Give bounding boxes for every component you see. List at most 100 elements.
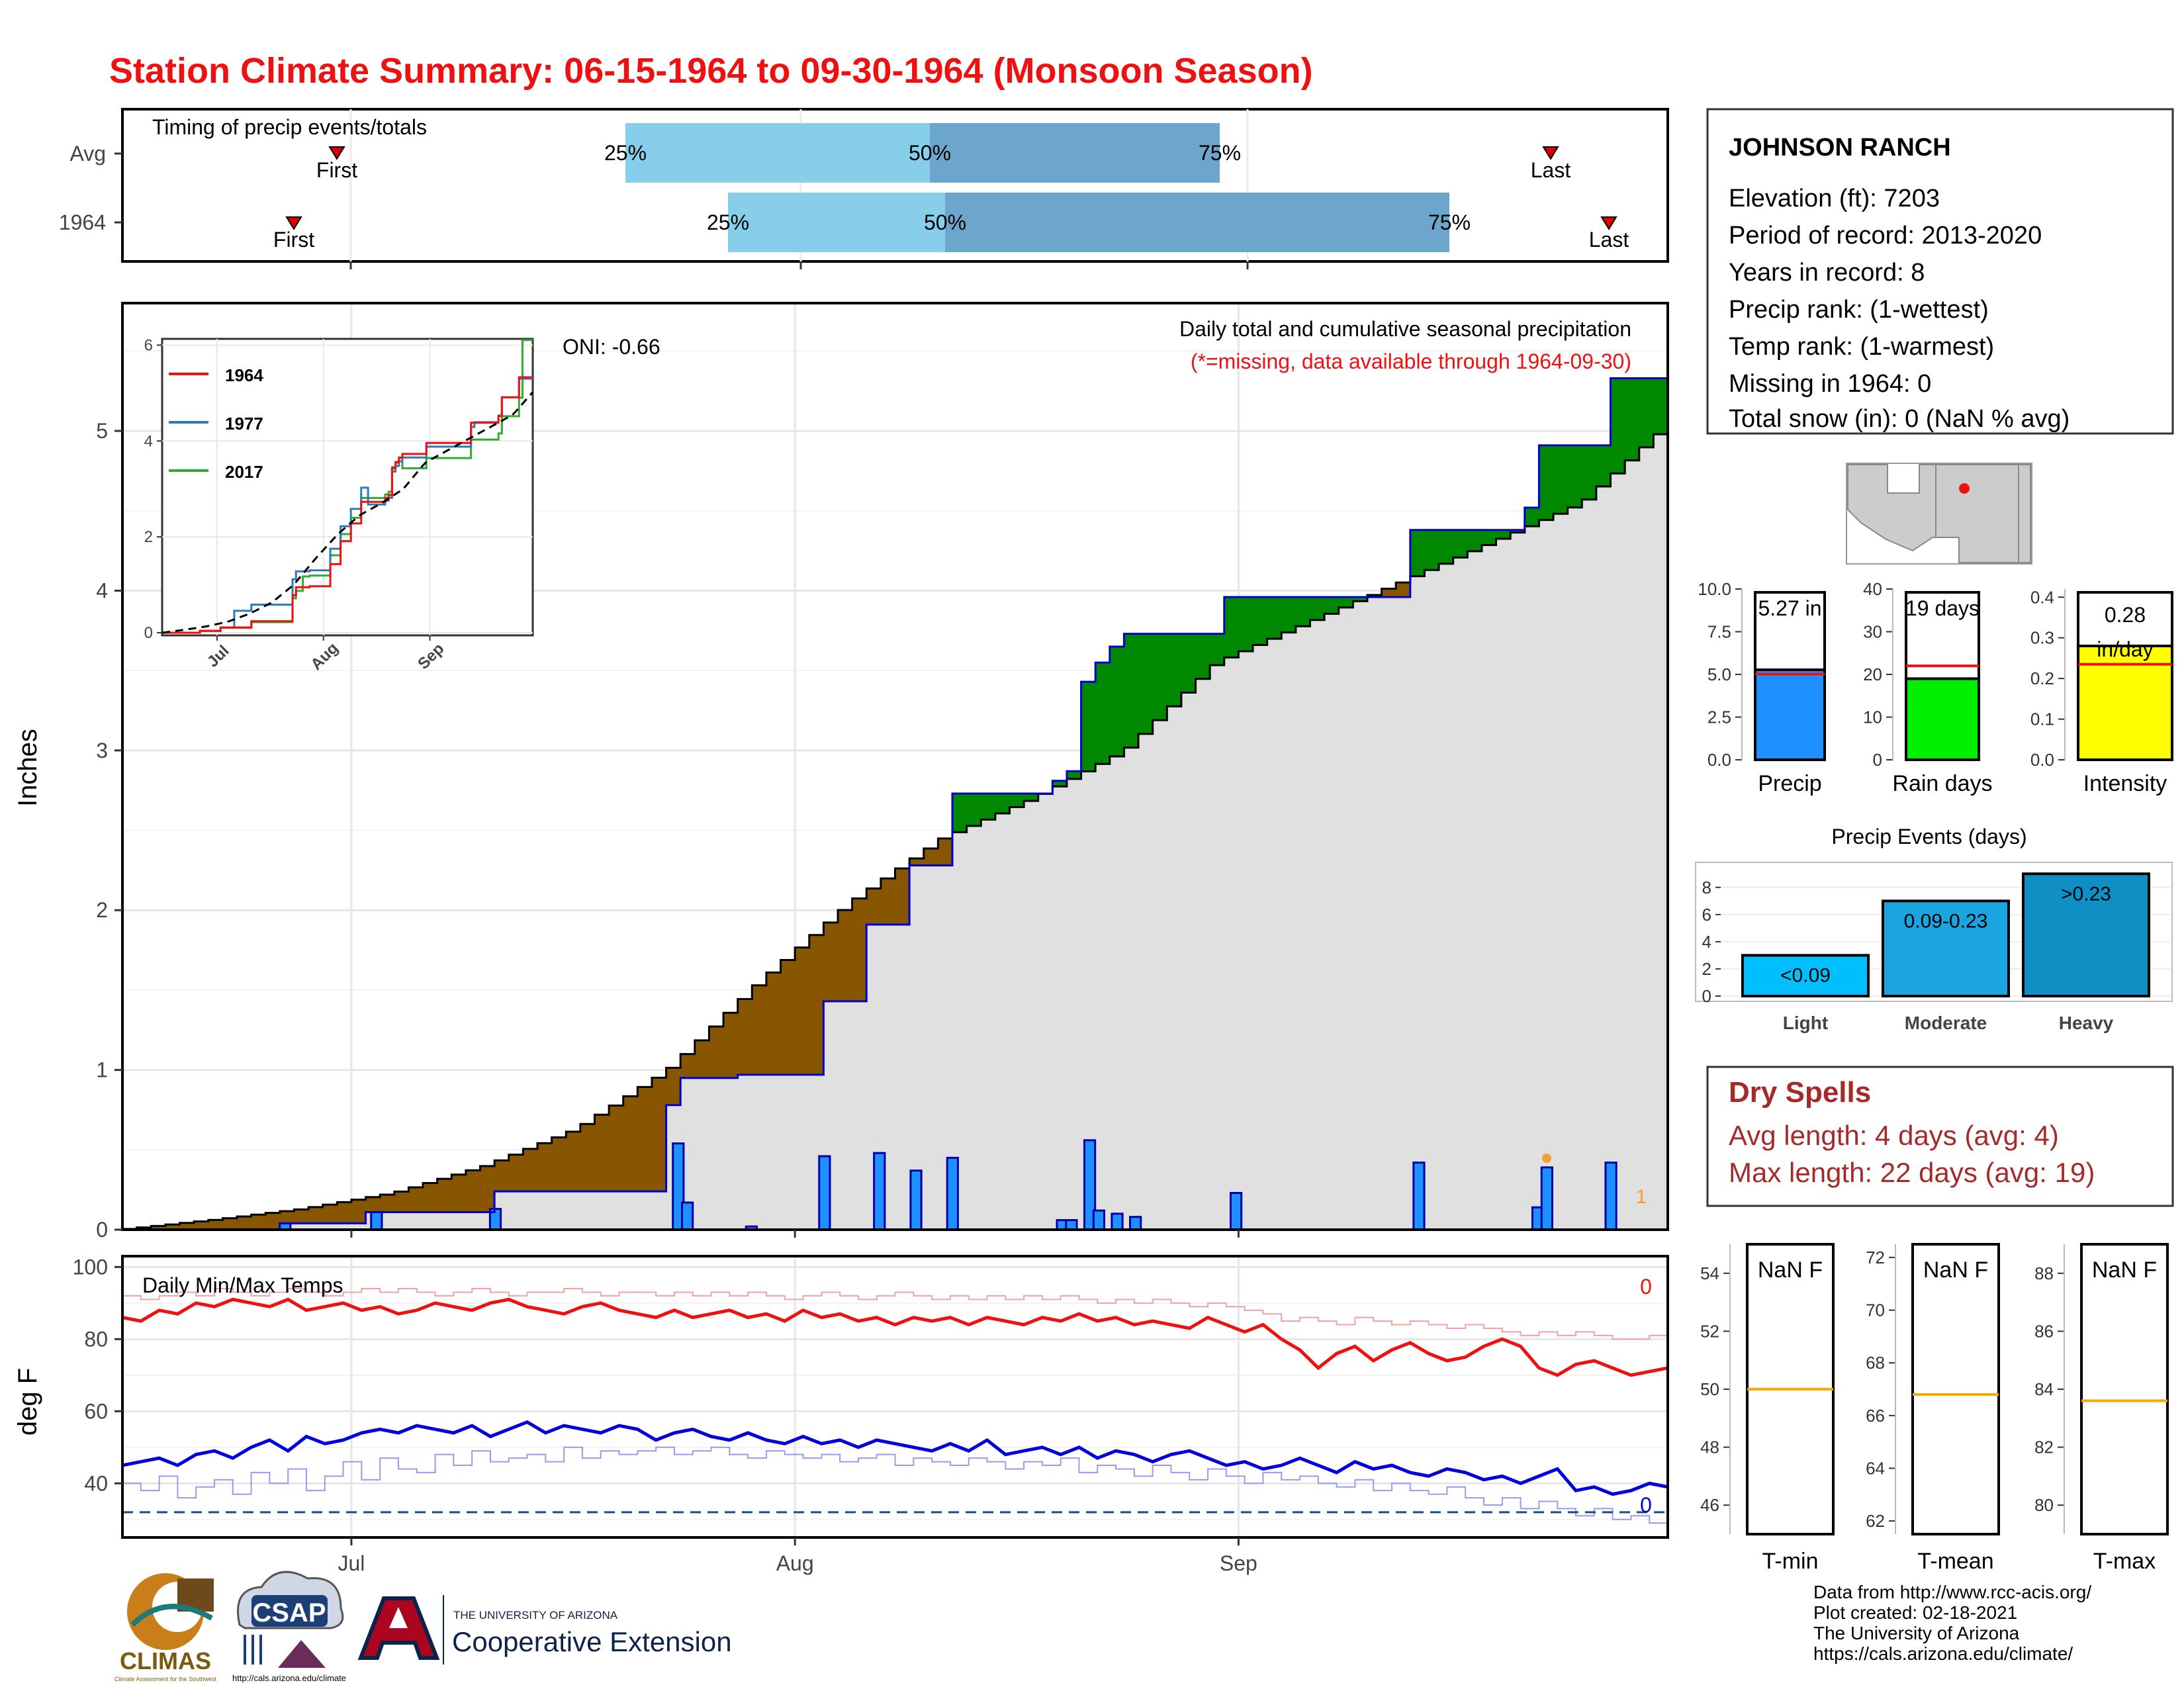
temp-summary-ytick-label: 70 (1866, 1301, 1885, 1320)
summary-value-label-unit: in/day (2097, 637, 2153, 661)
temp-ytick-label: 40 (84, 1471, 108, 1495)
csap-logo[interactable]: CSAP http://cals.arizona.edu/climate (232, 1571, 346, 1683)
deficit-area (609, 1105, 624, 1192)
temp-summary-ytick-label: 50 (1700, 1379, 1719, 1399)
cumulative-base-area (766, 1074, 782, 1230)
events-bar-label: Moderate (1905, 1013, 1987, 1033)
inset-average-line (161, 391, 534, 634)
timing-avg-p25: 25% (604, 141, 647, 165)
deficit-area (308, 1207, 324, 1224)
surplus-area (1467, 529, 1482, 551)
events-bar-label: Light (1783, 1013, 1828, 1033)
events-bar-range: <0.09 (1780, 964, 1831, 986)
summary-ytick-label: 30 (1863, 622, 1882, 642)
timing-avg-p50: 50% (909, 141, 951, 165)
dry-spells-box: Dry Spells Avg length: 4 days (avg: 4) M… (1706, 1066, 2174, 1207)
surplus-area (1109, 646, 1124, 756)
dry-spells-max: Max length: 22 days (avg: 19) (1729, 1157, 2095, 1188)
cumulative-base-area (1267, 639, 1282, 1230)
timing-avg-p75: 75% (1199, 141, 1241, 165)
precip-events: Precip Events (days) 0 2 4 6 8 <0.09 Light 0.09… (1695, 825, 2173, 1033)
ua-logo[interactable]: THE UNIVERSITY OF ARIZONA Cooperative Ex… (357, 1595, 732, 1665)
daily-precip-bar (818, 1155, 831, 1231)
events-bar-range: >0.23 (2061, 883, 2111, 905)
timing-avg-first-marker (328, 146, 345, 160)
summary-bar-panel-0: 0.0 2.5 5.0 7.5 10.0 Precip 5.27 in (1698, 579, 1826, 796)
cumulative-base-area (966, 825, 981, 1230)
station-temp-rank: Temp rank: (1-warmest) (1729, 333, 1994, 361)
temp-summary-value: NaN F (2092, 1257, 2157, 1283)
climas-logo[interactable]: CLIMAS Climate Assessment for the Southw… (114, 1573, 217, 1682)
deficit-area (451, 1174, 467, 1212)
surplus-area (1066, 771, 1082, 779)
station-elevation: Elevation (ft): 7203 (1729, 185, 1940, 212)
cumulative-base-area (523, 1191, 538, 1230)
deficit-area (795, 947, 810, 1075)
precip-panel: 0 1 2 3 4 5 Inches Daily total and cumulative… (13, 302, 1669, 1242)
cumulative-base-area (1396, 597, 1411, 1230)
timing-avg-last-marker (1542, 146, 1559, 160)
surplus-area (1224, 597, 1239, 658)
surplus-area (952, 794, 968, 833)
cumulative-base-area (981, 819, 996, 1230)
daily-precip-bar (1412, 1162, 1426, 1231)
credit-data-source: Data from http://www.rcc-acis.org/ (1813, 1582, 2091, 1602)
deficit-area (494, 1160, 510, 1192)
surplus-area (1610, 378, 1625, 474)
temp-summary-value: NaN F (1923, 1257, 1988, 1283)
temp-ytick-label: 80 (84, 1327, 108, 1351)
deficit-area (294, 1209, 309, 1224)
cumulative-base-area (1439, 563, 1454, 1230)
daily-precip-bar (909, 1169, 923, 1231)
surplus-area (1295, 597, 1310, 627)
summary-ytick-label: 20 (1863, 664, 1882, 684)
location-map (1846, 463, 2032, 565)
cumulative-base-area (1295, 626, 1310, 1230)
summary-ytick-label: 10.0 (1698, 579, 1731, 599)
temp-summary-ytick-label: 68 (1866, 1353, 1885, 1373)
precip-ytick-label: 0 (96, 1218, 108, 1242)
surplus-area (1181, 633, 1197, 693)
temp-ylabel: deg F (13, 1368, 42, 1436)
surplus-area (1453, 529, 1468, 558)
temp-summary-panel-0: NaN F 46 48 50 52 54 T-min (1700, 1243, 1835, 1574)
cumulative-base-area (294, 1223, 309, 1230)
cumulative-base-area (1253, 645, 1268, 1230)
surplus-area (1310, 597, 1325, 620)
surplus-area (1267, 597, 1282, 639)
surplus-area (1596, 445, 1612, 487)
timing-1964-p25: 25% (707, 210, 749, 234)
station-snow: Total snow (in): 0 (NaN % avg) (1729, 405, 2070, 433)
cumulative-base-area (723, 1077, 739, 1230)
deficit-area (537, 1143, 553, 1192)
observed-cumulative-line (122, 377, 1668, 1231)
timing-1964-q2-bar (945, 193, 1449, 252)
cumulative-base-area (1024, 801, 1039, 1230)
deficit-area (938, 838, 953, 866)
surplus-area (1653, 378, 1668, 435)
cumulative-base-area (451, 1212, 467, 1230)
cumulative-base-area (1324, 614, 1340, 1230)
timing-avg-last-label: Last (1531, 158, 1571, 182)
temp-max-count: 0 (1640, 1275, 1652, 1299)
events-bar-moderate (1882, 899, 2010, 997)
summary-bar-panel-2: 0.0 0.1 0.2 0.3 0.4 Intensity 0.28 in/day (2030, 587, 2173, 796)
deficit-area (265, 1212, 281, 1230)
summary-value-label: 0.28 (2105, 603, 2146, 627)
cumulative-base-area (909, 865, 925, 1230)
deficit-area (594, 1115, 610, 1192)
deficit-area (909, 858, 925, 866)
station-years: Years in record: 8 (1729, 259, 1925, 287)
inset-legend-1977: 1977 (225, 414, 263, 434)
summary-value-label: 19 days (1905, 596, 1979, 620)
events-title: Precip Events (days) (1831, 825, 2026, 848)
timing-row-label-avg: Avg (69, 142, 106, 165)
deficit-area (337, 1202, 352, 1224)
surplus-area (1481, 529, 1497, 545)
daily-precip-bar (946, 1156, 959, 1231)
deficit-area (752, 985, 767, 1075)
deficit-area (651, 1077, 667, 1192)
cumulative-base-area (351, 1223, 367, 1230)
deficit-area (809, 935, 824, 1075)
csap-url: http://cals.arizona.edu/climate (232, 1673, 346, 1683)
